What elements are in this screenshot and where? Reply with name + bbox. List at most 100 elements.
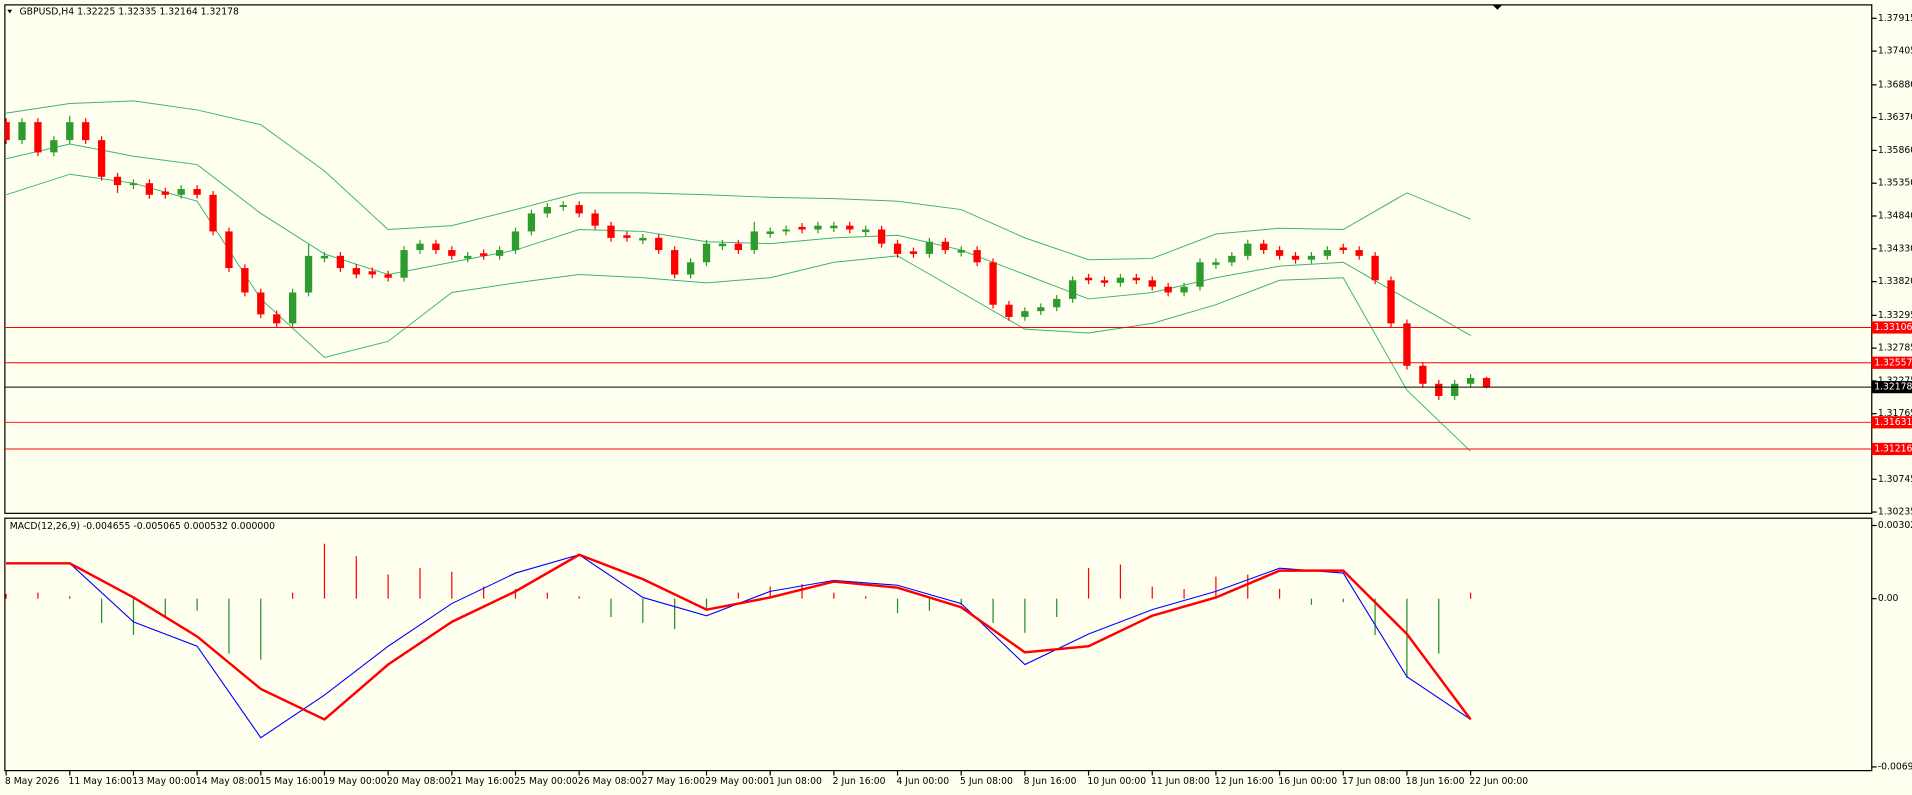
candle-body <box>241 268 249 293</box>
candle-body <box>1021 311 1029 317</box>
candle-body <box>989 262 997 305</box>
signal-line <box>6 553 1472 721</box>
price-panel <box>4 4 1873 514</box>
candle-body <box>1228 255 1236 263</box>
candle-body <box>511 231 520 251</box>
candle-body <box>782 229 790 232</box>
band-upper <box>6 100 1471 261</box>
candle-body <box>34 122 42 153</box>
candle-body <box>1084 277 1093 281</box>
candle-body <box>750 231 758 251</box>
candle-body <box>1164 286 1172 293</box>
x-tick-label: 14 May 08:00 <box>196 776 260 787</box>
candle-body <box>304 255 313 293</box>
candle-body <box>766 231 774 235</box>
y-tick-label: 1.33295 <box>1878 310 1912 321</box>
candle-body <box>862 229 870 233</box>
candle-body <box>193 188 201 195</box>
x-tick-label: 2 Jun 16:00 <box>833 776 886 787</box>
level-label-box <box>1871 321 1912 334</box>
x-tick-label: 27 May 16:00 <box>642 776 706 787</box>
candle-body <box>1100 280 1109 283</box>
x-tick-label: 21 May 16:00 <box>451 776 515 787</box>
candle-body <box>66 122 74 141</box>
candle-body <box>814 225 822 230</box>
candle-body <box>1196 262 1204 287</box>
y-tick-label: 1.37405 <box>1878 46 1912 57</box>
candle-body <box>464 255 472 259</box>
band-lower <box>5 173 1471 452</box>
candle-body <box>671 250 679 275</box>
y-tick-label: 1.36370 <box>1878 112 1912 123</box>
candle-body <box>1466 378 1475 384</box>
candle-body <box>257 292 265 315</box>
level-label: 1.31216 <box>1874 443 1912 454</box>
candle-body <box>495 250 504 256</box>
candle-body <box>973 250 981 263</box>
candle-body <box>1435 383 1443 397</box>
candle-body <box>1275 250 1284 256</box>
candle-body <box>798 226 806 230</box>
candle-body <box>1148 280 1156 287</box>
candle-body <box>225 231 233 269</box>
candle-body <box>273 314 281 324</box>
candle-body <box>1244 243 1252 256</box>
candle-body <box>177 188 185 195</box>
x-tick-label: 1 Jun 08:00 <box>769 776 822 787</box>
candle-body <box>1339 247 1347 251</box>
level-label-box <box>1871 356 1912 369</box>
x-tick-label: 16 Jun 00:00 <box>1278 776 1337 787</box>
candle-body <box>702 243 711 263</box>
candle-body <box>575 205 583 214</box>
candle-body <box>1355 250 1363 256</box>
level-label: 1.31631 <box>1874 417 1912 428</box>
candle-body <box>877 229 886 244</box>
x-tick-label: 8 Jun 16:00 <box>1024 776 1077 787</box>
y-tick-label: -0.006954 <box>1878 761 1912 772</box>
x-tick-label: 5 Jun 08:00 <box>960 776 1013 787</box>
x-tick-label: 10 Jun 00:00 <box>1087 776 1146 787</box>
y-tick-label: 1.31765 <box>1878 408 1912 419</box>
candle-body <box>1116 277 1125 283</box>
x-tick-label: 20 May 08:00 <box>387 776 451 787</box>
candle-body <box>830 225 838 229</box>
candle-body <box>209 194 217 232</box>
candle-body <box>129 183 138 186</box>
level-label-box <box>1871 416 1912 429</box>
candle-body <box>559 205 567 208</box>
y-tick-label: 1.35860 <box>1878 145 1912 156</box>
candle-body <box>1260 243 1268 251</box>
candle-body <box>1403 323 1411 366</box>
candle-body <box>639 237 647 241</box>
candle-body <box>368 271 376 275</box>
y-tick-label: 1.34840 <box>1878 211 1912 222</box>
candle-body <box>1053 298 1061 308</box>
x-tick-label: 26 May 08:00 <box>578 776 642 787</box>
candle-body <box>4 122 10 141</box>
x-tick-label: 12 Jun 16:00 <box>1215 776 1274 787</box>
y-tick-label: 1.32785 <box>1878 343 1912 354</box>
candle-body <box>591 213 599 226</box>
candle-body <box>1482 378 1491 388</box>
candle-body <box>1037 307 1045 312</box>
candle-body <box>400 250 408 278</box>
candle-body <box>416 243 424 251</box>
y-tick-label: 0.00 <box>1878 593 1899 604</box>
x-tick-label: 8 May 2026 <box>5 776 60 787</box>
candle-body <box>543 207 551 214</box>
candle-body <box>1387 280 1395 324</box>
candle-body <box>925 241 934 254</box>
plot-layer: 1.37915 1.37405 1.36880 1.36370 1.35860 1.353… <box>4 13 1912 787</box>
macd-plot <box>5 543 1472 739</box>
x-tick-label: 4 Jun 00:00 <box>896 776 949 787</box>
y-tick-label: 1.35350 <box>1878 178 1912 189</box>
y-tick-label: 1.36880 <box>1878 79 1912 90</box>
candle-body <box>336 255 345 269</box>
candle-body <box>1132 277 1140 281</box>
x-tick-label: 11 Jun 08:00 <box>1151 776 1210 787</box>
candle-body <box>1371 255 1379 281</box>
level-label: 1.33106 <box>1874 322 1912 333</box>
